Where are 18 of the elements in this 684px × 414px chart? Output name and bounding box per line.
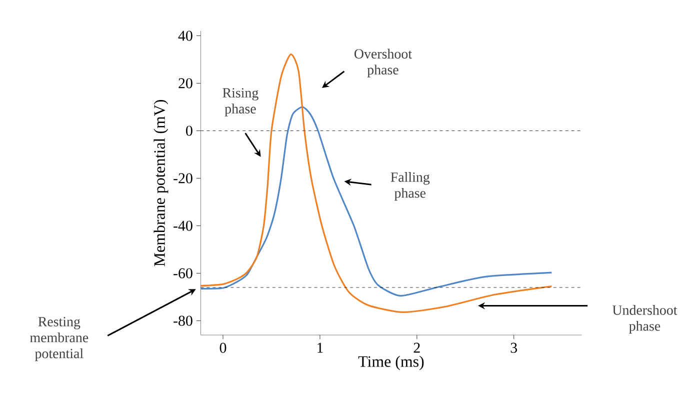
y-tick-label: -40 (174, 220, 192, 231)
x-tick-label: 0 (220, 342, 226, 353)
y-tick-label: -60 (174, 268, 192, 278)
x-tick-label: 3 (510, 342, 518, 353)
y-tick-label: 40 (178, 30, 192, 41)
x-axis-title: Time (ms) (358, 356, 424, 370)
annotation: Overshoot phase (354, 48, 412, 78)
y-tick-label: 0 (186, 126, 192, 136)
y-tick-label: 20 (178, 78, 192, 88)
annotation: Falling phase (390, 172, 430, 201)
annotation: Rising phase (222, 88, 258, 116)
text: Undershoot phase (612, 305, 678, 334)
y-axis-title: Membrane potential (mV) (154, 100, 168, 266)
x-tick-label: 2 (414, 342, 420, 353)
y-tick-label: -80 (174, 316, 192, 326)
y-tick-label: -20 (174, 173, 192, 184)
text: Resting membrane potential (30, 316, 88, 362)
x-tick-label: 1 (318, 342, 323, 353)
